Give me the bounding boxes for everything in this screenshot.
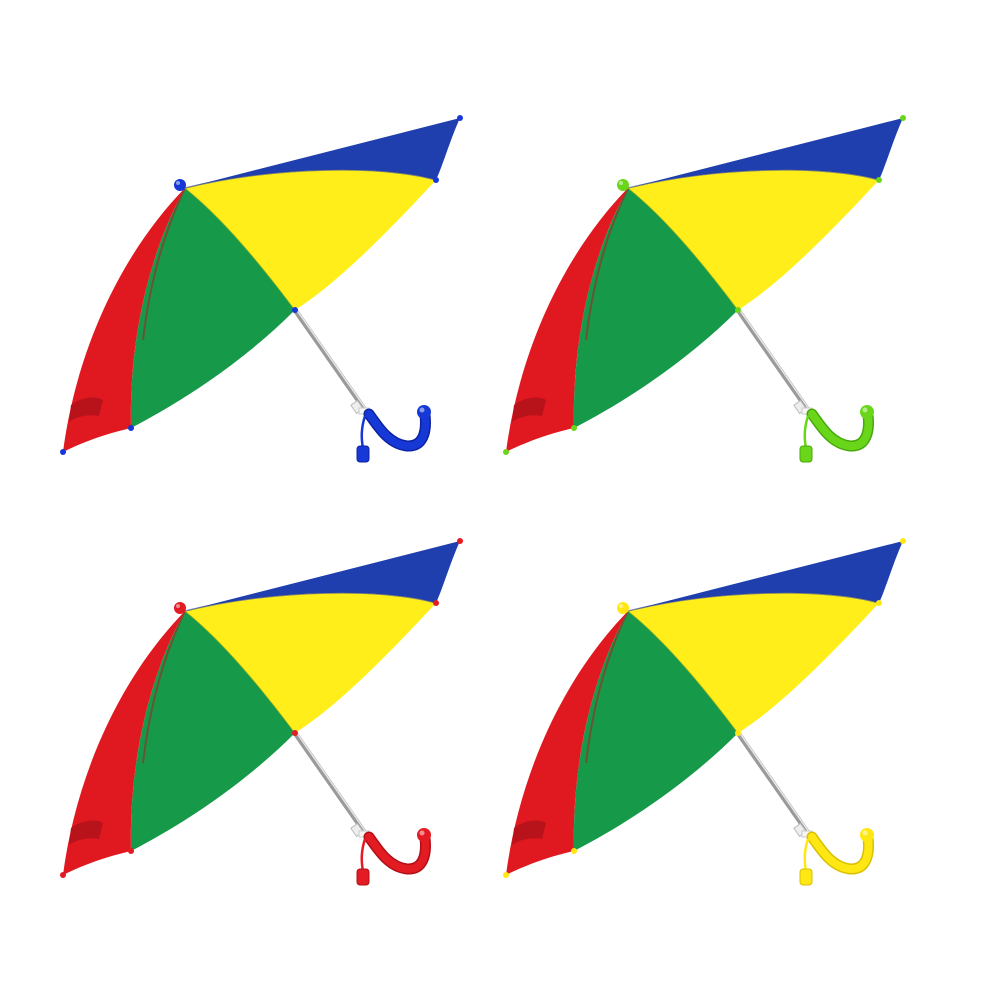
shaft-highlight (738, 731, 810, 833)
handle-knob (860, 828, 874, 842)
rib-tip (292, 730, 298, 736)
handle-knob (417, 828, 431, 842)
rib-tip (503, 872, 509, 878)
shaft-highlight (295, 308, 367, 410)
rib-tip (128, 848, 134, 854)
handle (808, 410, 873, 450)
shaft-highlight (295, 731, 367, 833)
rib-tip (60, 449, 66, 455)
canopy-panel-red (506, 188, 628, 452)
umbrella-yellow-handle (503, 538, 906, 886)
whistle-strap (360, 415, 367, 449)
canopy-seam (627, 610, 739, 734)
canopy-panel-blue (185, 541, 460, 611)
finial (174, 179, 186, 191)
canopy-panel-yellow (628, 169, 879, 310)
canopy-fold (585, 187, 629, 341)
canopy-strap (69, 820, 103, 845)
canopy-seam (184, 187, 296, 311)
finial (617, 179, 629, 191)
canopy-seam (184, 169, 437, 189)
shaft (735, 730, 811, 836)
canopy-strap (69, 397, 103, 422)
canopy-panel-green (573, 188, 738, 428)
canopy-panel-blue (628, 118, 903, 188)
canopy-seam (627, 187, 739, 311)
canopy-panel-red (63, 611, 185, 875)
umbrella-blue-handle (60, 115, 463, 463)
rib-tip (503, 449, 509, 455)
rib-tip (433, 600, 439, 606)
umbrella-red-handle (60, 538, 463, 886)
rib-tip (876, 177, 882, 183)
finial-highlight (176, 604, 180, 608)
finial-highlight (176, 181, 180, 185)
rib-tip (292, 307, 298, 313)
handle-knob-highlight (862, 407, 868, 413)
shaft (735, 307, 811, 413)
canopy-panel-green (130, 611, 295, 851)
rib-tip (900, 538, 906, 544)
canopy-panel-blue (628, 541, 903, 611)
rib-tip (571, 425, 577, 431)
rib-tip (60, 872, 66, 878)
canopy-panel-green (573, 611, 738, 851)
handle-knob (860, 405, 874, 419)
handle (808, 833, 873, 873)
handle (365, 410, 430, 450)
canopy-seam (184, 592, 437, 612)
umbrella-green-handle (503, 115, 906, 463)
rib-tip (735, 730, 741, 736)
finial (617, 602, 629, 614)
rib-tip (571, 848, 577, 854)
canopy-strap (512, 397, 546, 422)
finial-highlight (619, 604, 623, 608)
handle-knob-highlight (419, 830, 425, 836)
handle-knob-highlight (862, 830, 868, 836)
canopy-seam (627, 169, 880, 189)
whistle-strap (803, 838, 810, 872)
canopy-strap (512, 820, 546, 845)
whistle-strap (803, 415, 810, 449)
shaft (292, 307, 368, 413)
rib-tip (457, 115, 463, 121)
handle (365, 833, 430, 873)
canopy-panel-green (130, 188, 295, 428)
canopy-panel-yellow (185, 592, 436, 733)
finial-highlight (619, 181, 623, 185)
canopy-panel-blue (185, 118, 460, 188)
whistle-strap (360, 838, 367, 872)
rib-tip (876, 600, 882, 606)
handle-knob-highlight (419, 407, 425, 413)
rib-tip (128, 425, 134, 431)
whistle (356, 868, 370, 886)
rib-tip (457, 538, 463, 544)
rib-tip (900, 115, 906, 121)
canopy-fold (585, 610, 629, 764)
whistle (356, 445, 370, 463)
whistle (799, 868, 813, 886)
canopy-fold (142, 610, 186, 764)
rib-tip (433, 177, 439, 183)
canopy-panel-red (63, 188, 185, 452)
canopy-panel-yellow (628, 592, 879, 733)
finial (174, 602, 186, 614)
canopy-seam (627, 592, 880, 612)
canopy-seam (184, 610, 296, 734)
shaft-highlight (738, 308, 810, 410)
canopy-panel-red (506, 611, 628, 875)
canopy-fold (142, 187, 186, 341)
rib-tip (735, 307, 741, 313)
canopy-panel-yellow (185, 169, 436, 310)
handle-knob (417, 405, 431, 419)
whistle (799, 445, 813, 463)
shaft (292, 730, 368, 836)
